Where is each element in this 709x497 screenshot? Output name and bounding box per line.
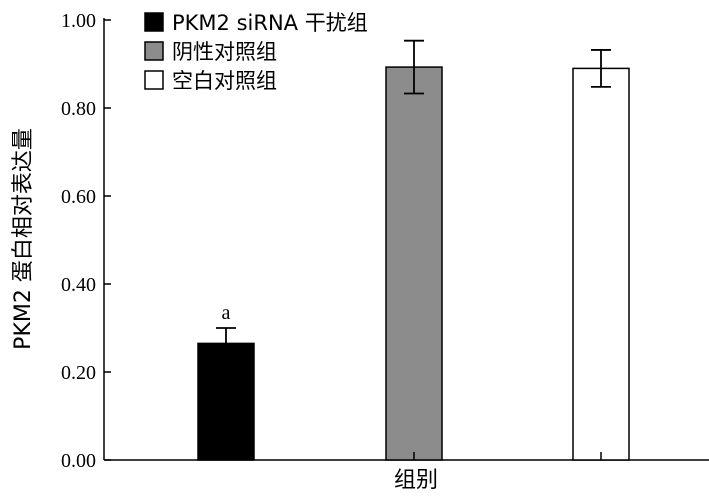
- bar: [572, 67, 630, 461]
- y-tick-label: 0.40: [61, 274, 96, 296]
- y-tick-label: 0.80: [61, 98, 96, 120]
- x-axis-label: 组别: [394, 468, 438, 493]
- y-ticks: 0.00 0.20 0.40 0.60 0.80 1.00: [61, 10, 111, 472]
- significance-label: a: [222, 302, 231, 324]
- y-tick-label: 0.60: [61, 186, 96, 208]
- y-axis-label: PKM2 蛋白相对表达量: [11, 128, 36, 350]
- legend-label: 空白对照组: [172, 69, 277, 93]
- bar: [385, 66, 443, 461]
- y-tick-label: 0.00: [61, 450, 96, 472]
- legend-label: PKM2 siRNA 干扰组: [172, 11, 368, 35]
- legend-swatch: [144, 70, 164, 90]
- bar: [197, 342, 255, 461]
- y-tick-label: 1.00: [61, 10, 96, 32]
- legend-swatch: [144, 41, 164, 61]
- bars: a: [197, 39, 630, 461]
- legend-swatch: [144, 12, 164, 32]
- y-tick-label: 0.20: [61, 362, 96, 384]
- legend-label: 阴性对照组: [172, 40, 277, 64]
- y-axis: 0.00 0.20 0.40 0.60 0.80 1.00: [61, 10, 111, 472]
